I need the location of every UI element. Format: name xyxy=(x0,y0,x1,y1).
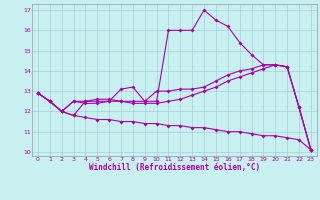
X-axis label: Windchill (Refroidissement éolien,°C): Windchill (Refroidissement éolien,°C) xyxy=(89,163,260,172)
